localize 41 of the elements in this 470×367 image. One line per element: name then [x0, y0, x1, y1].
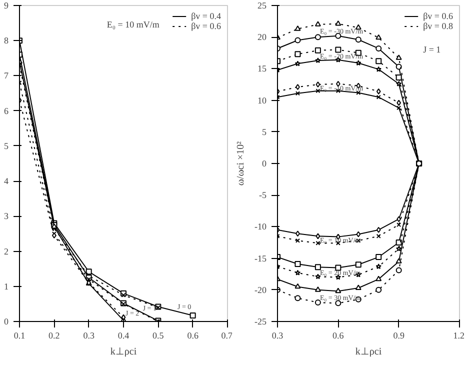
x-tick-label: 0.3	[272, 330, 284, 340]
y-tick-label: 9	[4, 0, 9, 10]
legend-label: βv = 0.4	[191, 11, 221, 21]
y-tick-label: 8	[4, 36, 9, 46]
x-tick-label: 0.4	[118, 330, 130, 340]
y-tick-label: -20	[254, 284, 267, 295]
y-tick-label: 1	[4, 281, 8, 292]
x-tick-label: 0.9	[393, 330, 405, 340]
x-tick-label: 0.5	[152, 330, 164, 340]
y-tick-label: 10	[258, 95, 267, 106]
y-tick-label: 0	[262, 158, 267, 168]
y-tick-label: 5	[262, 126, 267, 137]
y-tick-label: 2	[4, 246, 8, 256]
y-tick-label: 0	[4, 316, 9, 326]
x-axis-title: k⊥ρci	[355, 346, 382, 358]
y-tick-label: -10	[254, 222, 267, 232]
y-axis-title: ω/ωci ×10²	[236, 141, 247, 186]
legend-label: βv = 0.8	[423, 21, 453, 31]
y-tick-label: 4	[4, 176, 9, 186]
y-tick-label: 7	[4, 70, 9, 81]
x-tick-label: 0.7	[221, 330, 233, 340]
x-tick-label: 1.2	[453, 330, 464, 340]
x-tick-label: 0.1	[14, 330, 26, 340]
annotation: E₀ = 10 mV/m	[106, 19, 160, 30]
legend-label: βv = 0.6	[423, 11, 453, 21]
y-tick-label: 25	[258, 0, 267, 10]
x-tick-label: 0.6	[187, 330, 199, 340]
x-tick-label: 0.6	[332, 330, 344, 340]
y-tick-label: 5	[4, 140, 9, 151]
x-tick-label: 0.2	[48, 330, 60, 340]
y-tick-label: -25	[254, 316, 267, 326]
x-tick-label: 0.3	[83, 330, 95, 340]
y-tick-label: 6	[4, 106, 9, 116]
y-tick-label: 15	[258, 64, 267, 74]
y-tick-label: -15	[254, 253, 267, 264]
legend-label: βv = 0.6	[191, 21, 221, 31]
y-tick-label: -5	[259, 190, 267, 200]
y-tick-label: 20	[258, 32, 267, 42]
x-axis-title: k⊥ρci	[110, 346, 137, 358]
annotation: J = 1	[423, 44, 441, 55]
y-tick-label: 3	[4, 211, 9, 222]
